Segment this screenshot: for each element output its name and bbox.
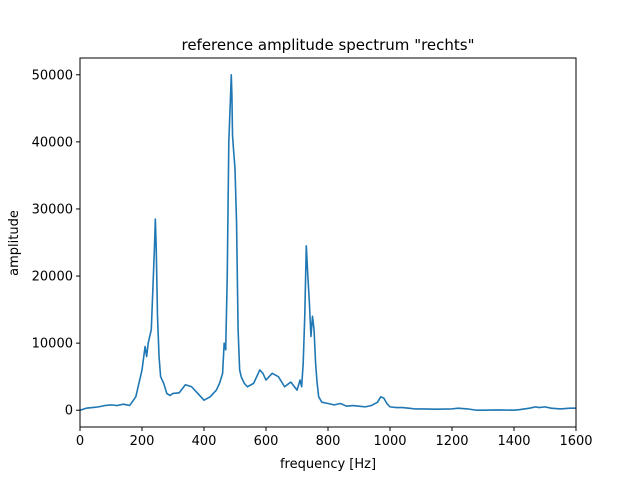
y-tick-label: 40000: [32, 135, 73, 150]
x-tick-label: 0: [76, 434, 84, 449]
chart-title: reference amplitude spectrum "rechts": [181, 36, 474, 54]
y-tick-label: 0: [65, 404, 73, 419]
x-tick-label: 1400: [497, 434, 530, 449]
series-line-layer: [79, 73, 576, 412]
y-tick-label: 50000: [32, 68, 73, 83]
x-tick-label: 1600: [559, 434, 592, 449]
x-tick-label: 400: [192, 434, 217, 449]
x-axis-label: frequency [Hz]: [280, 457, 376, 472]
x-tick-label: 200: [130, 434, 155, 449]
x-tick-label: 1000: [373, 434, 406, 449]
plot-area: [80, 58, 576, 427]
y-axis-label: amplitude: [7, 210, 22, 276]
spectrum-line-0: [79, 73, 576, 412]
y-axis: 0 10000 20000 30000 40000 50000: [32, 68, 80, 419]
x-tick-label: 600: [254, 434, 279, 449]
x-tick-label: 1200: [435, 434, 468, 449]
x-tick-label: 800: [316, 434, 341, 449]
y-tick-label: 30000: [32, 202, 73, 217]
y-tick-label: 10000: [32, 337, 73, 352]
y-tick-label: 20000: [32, 270, 73, 285]
x-axis: 0 200 400 600 800 1000 1200 1400 1600: [76, 427, 593, 449]
